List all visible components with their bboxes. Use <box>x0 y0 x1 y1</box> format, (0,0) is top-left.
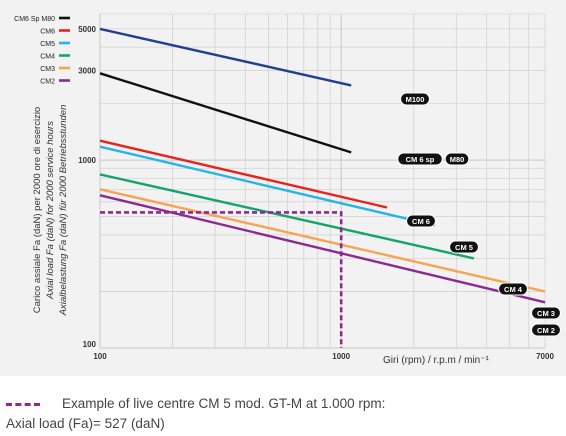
y-tick-label: 3000 <box>78 67 96 76</box>
example-caption: Example of live centre CM 5 mod. GT-M at… <box>6 396 385 411</box>
x-tick-label: 7000 <box>536 352 554 361</box>
chart-figure: 100 1000 7000 100 1000 3000 5000 Giri (rpm) / r… <box>0 0 566 376</box>
legend-label: CM2 <box>40 79 55 86</box>
example-caption-text: Example of live centre CM 5 mod. GT-M at… <box>62 396 386 411</box>
series-line-cm-6 <box>99 139 388 209</box>
series-end-label-bg <box>498 282 528 296</box>
series-end-label: CM 2 <box>537 326 555 335</box>
legend-label: CM4 <box>40 54 55 61</box>
series-line-cm-6-sp <box>99 72 352 154</box>
example-dashed-line <box>100 211 343 348</box>
chart-svg: 100 1000 7000 100 1000 3000 5000 Giri (rpm) / r… <box>14 13 561 366</box>
series-end-label: M80 <box>450 155 465 164</box>
y-tick-label: 100 <box>83 340 97 349</box>
series-end-label: CM 6 sp <box>406 155 435 164</box>
legend-label: CM3 <box>40 66 55 73</box>
y-tick-label: 5000 <box>78 25 96 34</box>
example-swatch <box>6 402 40 406</box>
series-end-label-bg <box>531 306 561 320</box>
series-end-label-bg <box>444 152 470 166</box>
series-line-cm-4 <box>99 173 475 260</box>
series-end-label-bg <box>400 92 430 106</box>
y-axis-title: Axialbelastung Fa (daN) für 2000 Betrieb… <box>58 105 69 317</box>
series-end-label: CM 4 <box>504 285 523 294</box>
axial-load-caption: Axial load (Fa)= 527 (daN) <box>6 416 165 431</box>
series-line-cm-5 <box>99 145 436 227</box>
x-tick-label: 1000 <box>332 352 350 361</box>
series-end-label-bg <box>397 152 443 166</box>
series-end-label: M100 <box>406 95 425 104</box>
y-axis-title: Carico assiale Fa (daN) per 2000 ore di … <box>32 107 43 313</box>
legend-label: CM6 <box>40 29 55 36</box>
legend-label: CM5 <box>40 41 55 48</box>
y-axis-title: Axial load Fa (daN) for 2000 service hou… <box>45 121 56 300</box>
series-end-label-bg <box>531 323 561 337</box>
series-end-label: CM 3 <box>537 309 555 318</box>
series-end-label: CM 5 <box>455 243 473 252</box>
legend-label: CM6 Sp M80 <box>14 16 55 23</box>
series-end-label: CM 6 <box>412 217 430 226</box>
series-line-cm-3 <box>99 188 546 293</box>
x-tick-label: 100 <box>93 352 107 361</box>
x-axis-title: Giri (rpm) / r.p.m / min⁻¹ <box>383 355 490 366</box>
series-line-m100 <box>99 27 352 87</box>
y-tick-label: 1000 <box>78 156 96 165</box>
series-end-label-bg <box>449 240 479 254</box>
series-end-label-bg <box>406 214 436 228</box>
